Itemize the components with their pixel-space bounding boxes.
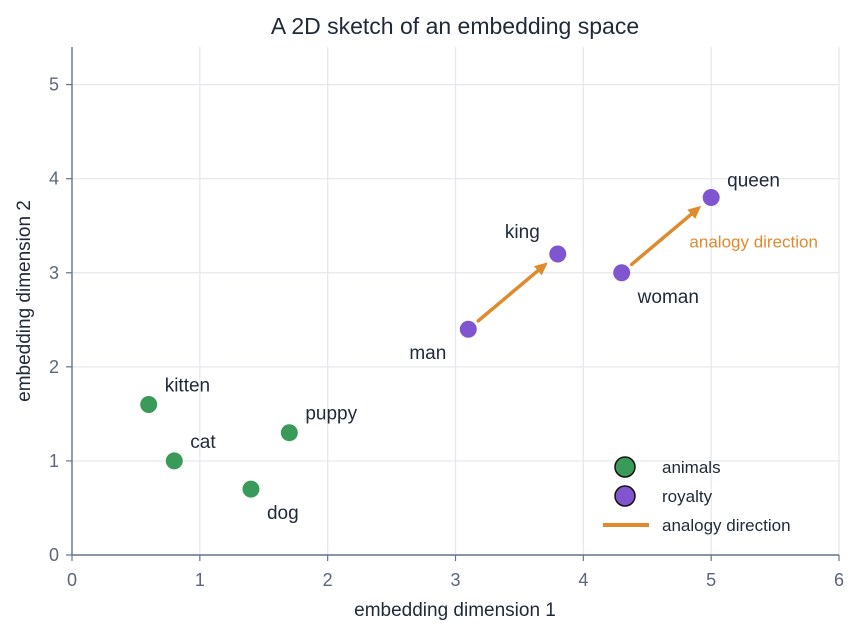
analogy-arrow-shaft (476, 267, 542, 323)
y-tick-label: 0 (49, 545, 59, 565)
y-tick-label: 5 (49, 75, 59, 95)
y-axis-label: embedding dimension 2 (14, 200, 35, 402)
x-tick-label: 0 (67, 570, 77, 590)
x-tick-label: 5 (706, 570, 716, 590)
x-tick-label: 6 (834, 570, 844, 590)
analogy-arrow-head (687, 205, 702, 219)
y-tick-label: 3 (49, 263, 59, 283)
legend-label-animals: animals (662, 458, 721, 477)
data-points (140, 189, 720, 498)
analogy-arrow-shaft (629, 211, 695, 267)
axes: 0 1 2 3 4 5 6 0 1 2 3 4 5 (49, 47, 844, 590)
data-point-kitten (140, 395, 158, 413)
point-label-kitten: kitten (165, 375, 210, 396)
point-label-man: man (409, 343, 446, 364)
chart-title: A 2D sketch of an embedding space (271, 13, 639, 39)
x-axis-label: embedding dimension 1 (354, 600, 556, 621)
data-point-woman (613, 264, 631, 282)
y-tick-label: 2 (49, 357, 59, 377)
legend: animals royalty analogy direction (603, 456, 791, 535)
legend-marker-animals (614, 456, 636, 478)
point-label-queen: queen (727, 171, 780, 192)
point-label-woman: woman (637, 287, 699, 308)
x-tick-label: 3 (450, 570, 460, 590)
x-tick-label: 4 (578, 570, 588, 590)
analogy-arrow-head (534, 262, 548, 276)
data-point-king (549, 245, 567, 263)
point-label-puppy: puppy (305, 404, 357, 425)
data-point-dog (242, 480, 260, 498)
data-point-cat (165, 452, 183, 470)
data-point-queen (702, 189, 720, 207)
point-label-cat: cat (190, 432, 216, 453)
legend-label-analogy: analogy direction (662, 516, 791, 535)
y-tick-label: 1 (49, 451, 59, 471)
legend-marker-royalty (614, 485, 636, 507)
x-tick-label: 1 (195, 570, 205, 590)
x-tick-label: 2 (323, 570, 333, 590)
point-label-king: king (505, 222, 540, 243)
analogy-annotation: analogy direction (689, 233, 818, 252)
data-point-man (459, 320, 477, 338)
legend-label-royalty: royalty (662, 487, 713, 506)
y-tick-label: 4 (49, 169, 59, 189)
data-point-puppy (280, 424, 298, 442)
point-labels: kitten cat puppy dog man king woman queen (165, 171, 780, 525)
analogy-arrows (476, 205, 702, 323)
grid-lines (72, 47, 840, 555)
point-label-dog: dog (267, 503, 299, 524)
